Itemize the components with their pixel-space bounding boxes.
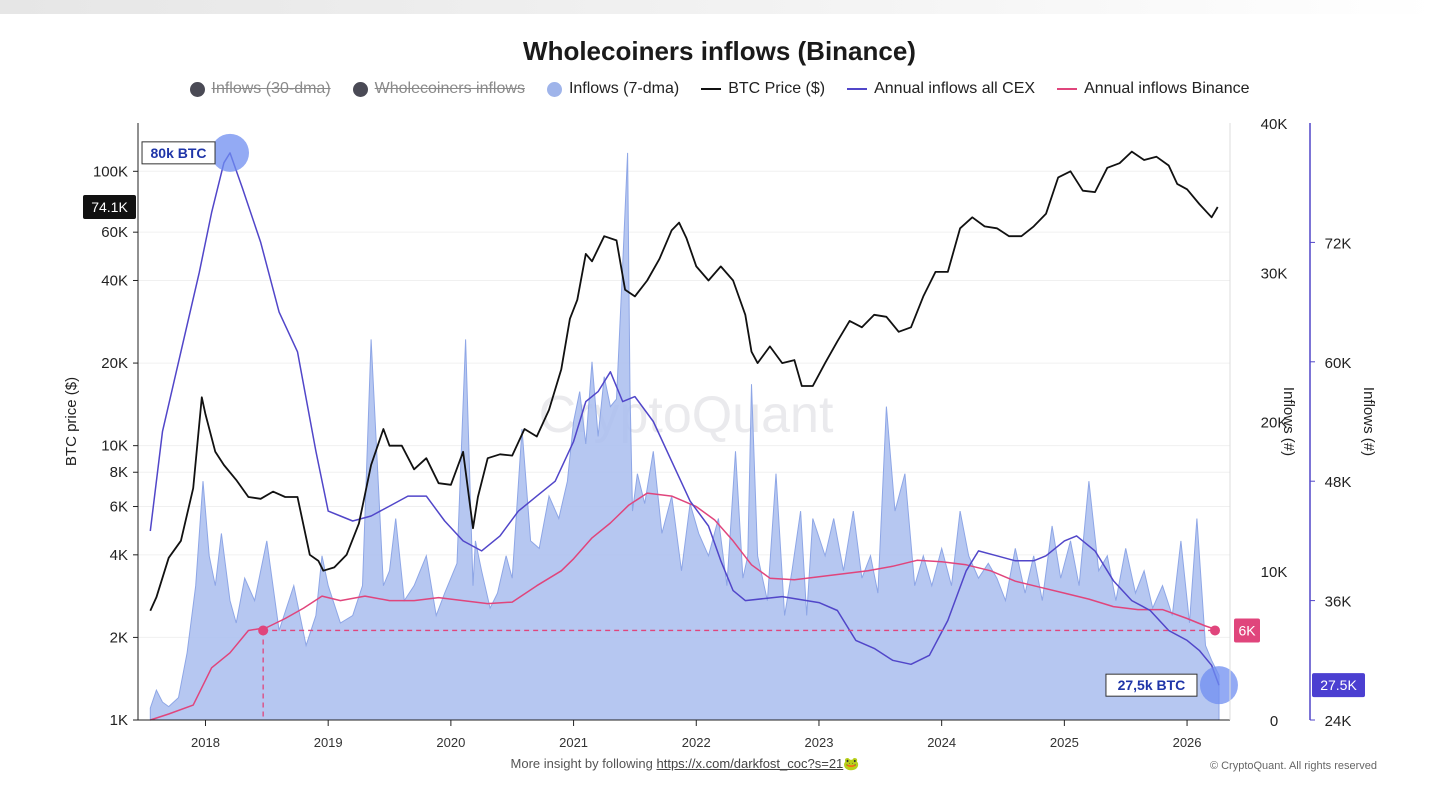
legend-marker [352,81,368,97]
reference-point-end [1210,625,1220,636]
annotation-box [141,141,216,165]
x-tick-label: 2025 [1050,735,1079,750]
legend-label: Annual inflows all CEX [874,80,1036,97]
y-right1-tick-label: 0 [1270,713,1278,730]
y-left-tick-label: 20K [101,355,128,372]
y-left-tick-label: 40K [101,272,128,289]
chart-title: Wholecoiners inflows (Binance) [523,36,916,66]
y-left-tick-label: 6K [110,499,128,516]
legend-marker [189,81,205,97]
annotation-highlight-circle [1199,666,1238,705]
y-left-tick-label: 100K [93,163,128,180]
chart-legend: Inflows (30-dma) Wholecoiners inflows Infl… [0,80,1439,98]
annotation-highlight-circle [211,133,250,172]
footer-note-text: More insight by following [510,756,653,771]
value-badge [83,195,136,220]
annotation-label: 80k BTC [151,145,207,161]
footer-note: More insight by following https://x.com/… [0,756,1370,772]
annotation-box [1105,673,1198,697]
y-left-tick-label: 10K [101,438,128,455]
value-badge-label: 6K [1238,622,1256,638]
legend-item-4[interactable]: Annual inflows all CEX [847,80,1035,98]
y-right2-tick-label: 36K [1325,594,1352,611]
value-badge [1234,618,1260,643]
footer-link[interactable]: https://x.com/darkfost_coc?s=21 [656,756,844,771]
y-right1-tick-label: 40K [1261,116,1288,133]
x-tick-label: 2023 [805,735,834,750]
value-badge-label: 27.5K [1320,677,1357,693]
x-tick-label: 2019 [314,735,343,750]
legend-item-2[interactable]: Inflows (7-dma) [546,80,680,98]
y-left-tick-label: 60K [101,224,128,241]
series-btc-price-line [149,150,1219,612]
y-right2-tick-label: 60K [1325,355,1352,372]
x-tick-label: 2018 [191,735,220,750]
legend-marker [546,81,562,97]
top-strip [0,0,1439,14]
legend-marker [1057,88,1078,90]
y-left-tick-label: 8K [110,464,128,481]
y-right2-axis-title: Inflows (#) [1360,387,1377,456]
legend-label: Inflows (7-dma) [568,80,680,97]
reference-point-start [258,625,269,636]
value-badge [1312,673,1365,698]
legend-item-3[interactable]: BTC Price ($) [701,80,825,98]
legend-label: Wholecoiners inflows [374,80,525,97]
series-annual-inflows-all-cex-line [149,152,1220,686]
legend-label: Inflows (30-dma) [211,80,331,97]
legend-marker [847,88,868,90]
value-badge-label: 74.1K [91,199,128,215]
y-left-tick-label: 2K [110,629,128,646]
x-tick-label: 2022 [682,735,711,750]
legend-item-5[interactable]: Annual inflows Binance [1057,80,1250,98]
x-tick-label: 2020 [436,735,465,750]
frog-icon: 🐸 [843,756,860,771]
y-right2-tick-label: 72K [1325,235,1352,252]
y-right1-tick-label: 20K [1261,415,1288,432]
legend-item-1[interactable]: Wholecoiners inflows [352,80,525,98]
x-tick-label: 2024 [927,735,956,750]
y-right2-tick-label: 48K [1325,474,1352,491]
y-right1-tick-label: 10K [1261,564,1288,581]
y-left-tick-label: 1K [110,712,128,729]
series-annual-inflows-binance-line [150,492,1220,721]
y-right1-axis-title: Inflows (#) [1280,387,1297,456]
y-left-tick-label: 4K [110,547,128,564]
y-right2-tick-label: 24K [1325,713,1352,730]
x-tick-label: 2026 [1173,735,1202,750]
legend-marker [701,88,722,90]
annotation-label: 27,5k BTC [1118,677,1186,693]
x-tick-label: 2021 [559,735,588,750]
y-left-axis-title: BTC price ($) [63,377,80,466]
y-right1-tick-label: 30K [1261,265,1288,282]
legend-item-0[interactable]: Inflows (30-dma) [189,80,331,98]
legend-label: Annual inflows Binance [1084,80,1250,97]
legend-label: BTC Price ($) [728,80,826,97]
copyright-text: © CryptoQuant. All rights reserved [1209,760,1377,772]
